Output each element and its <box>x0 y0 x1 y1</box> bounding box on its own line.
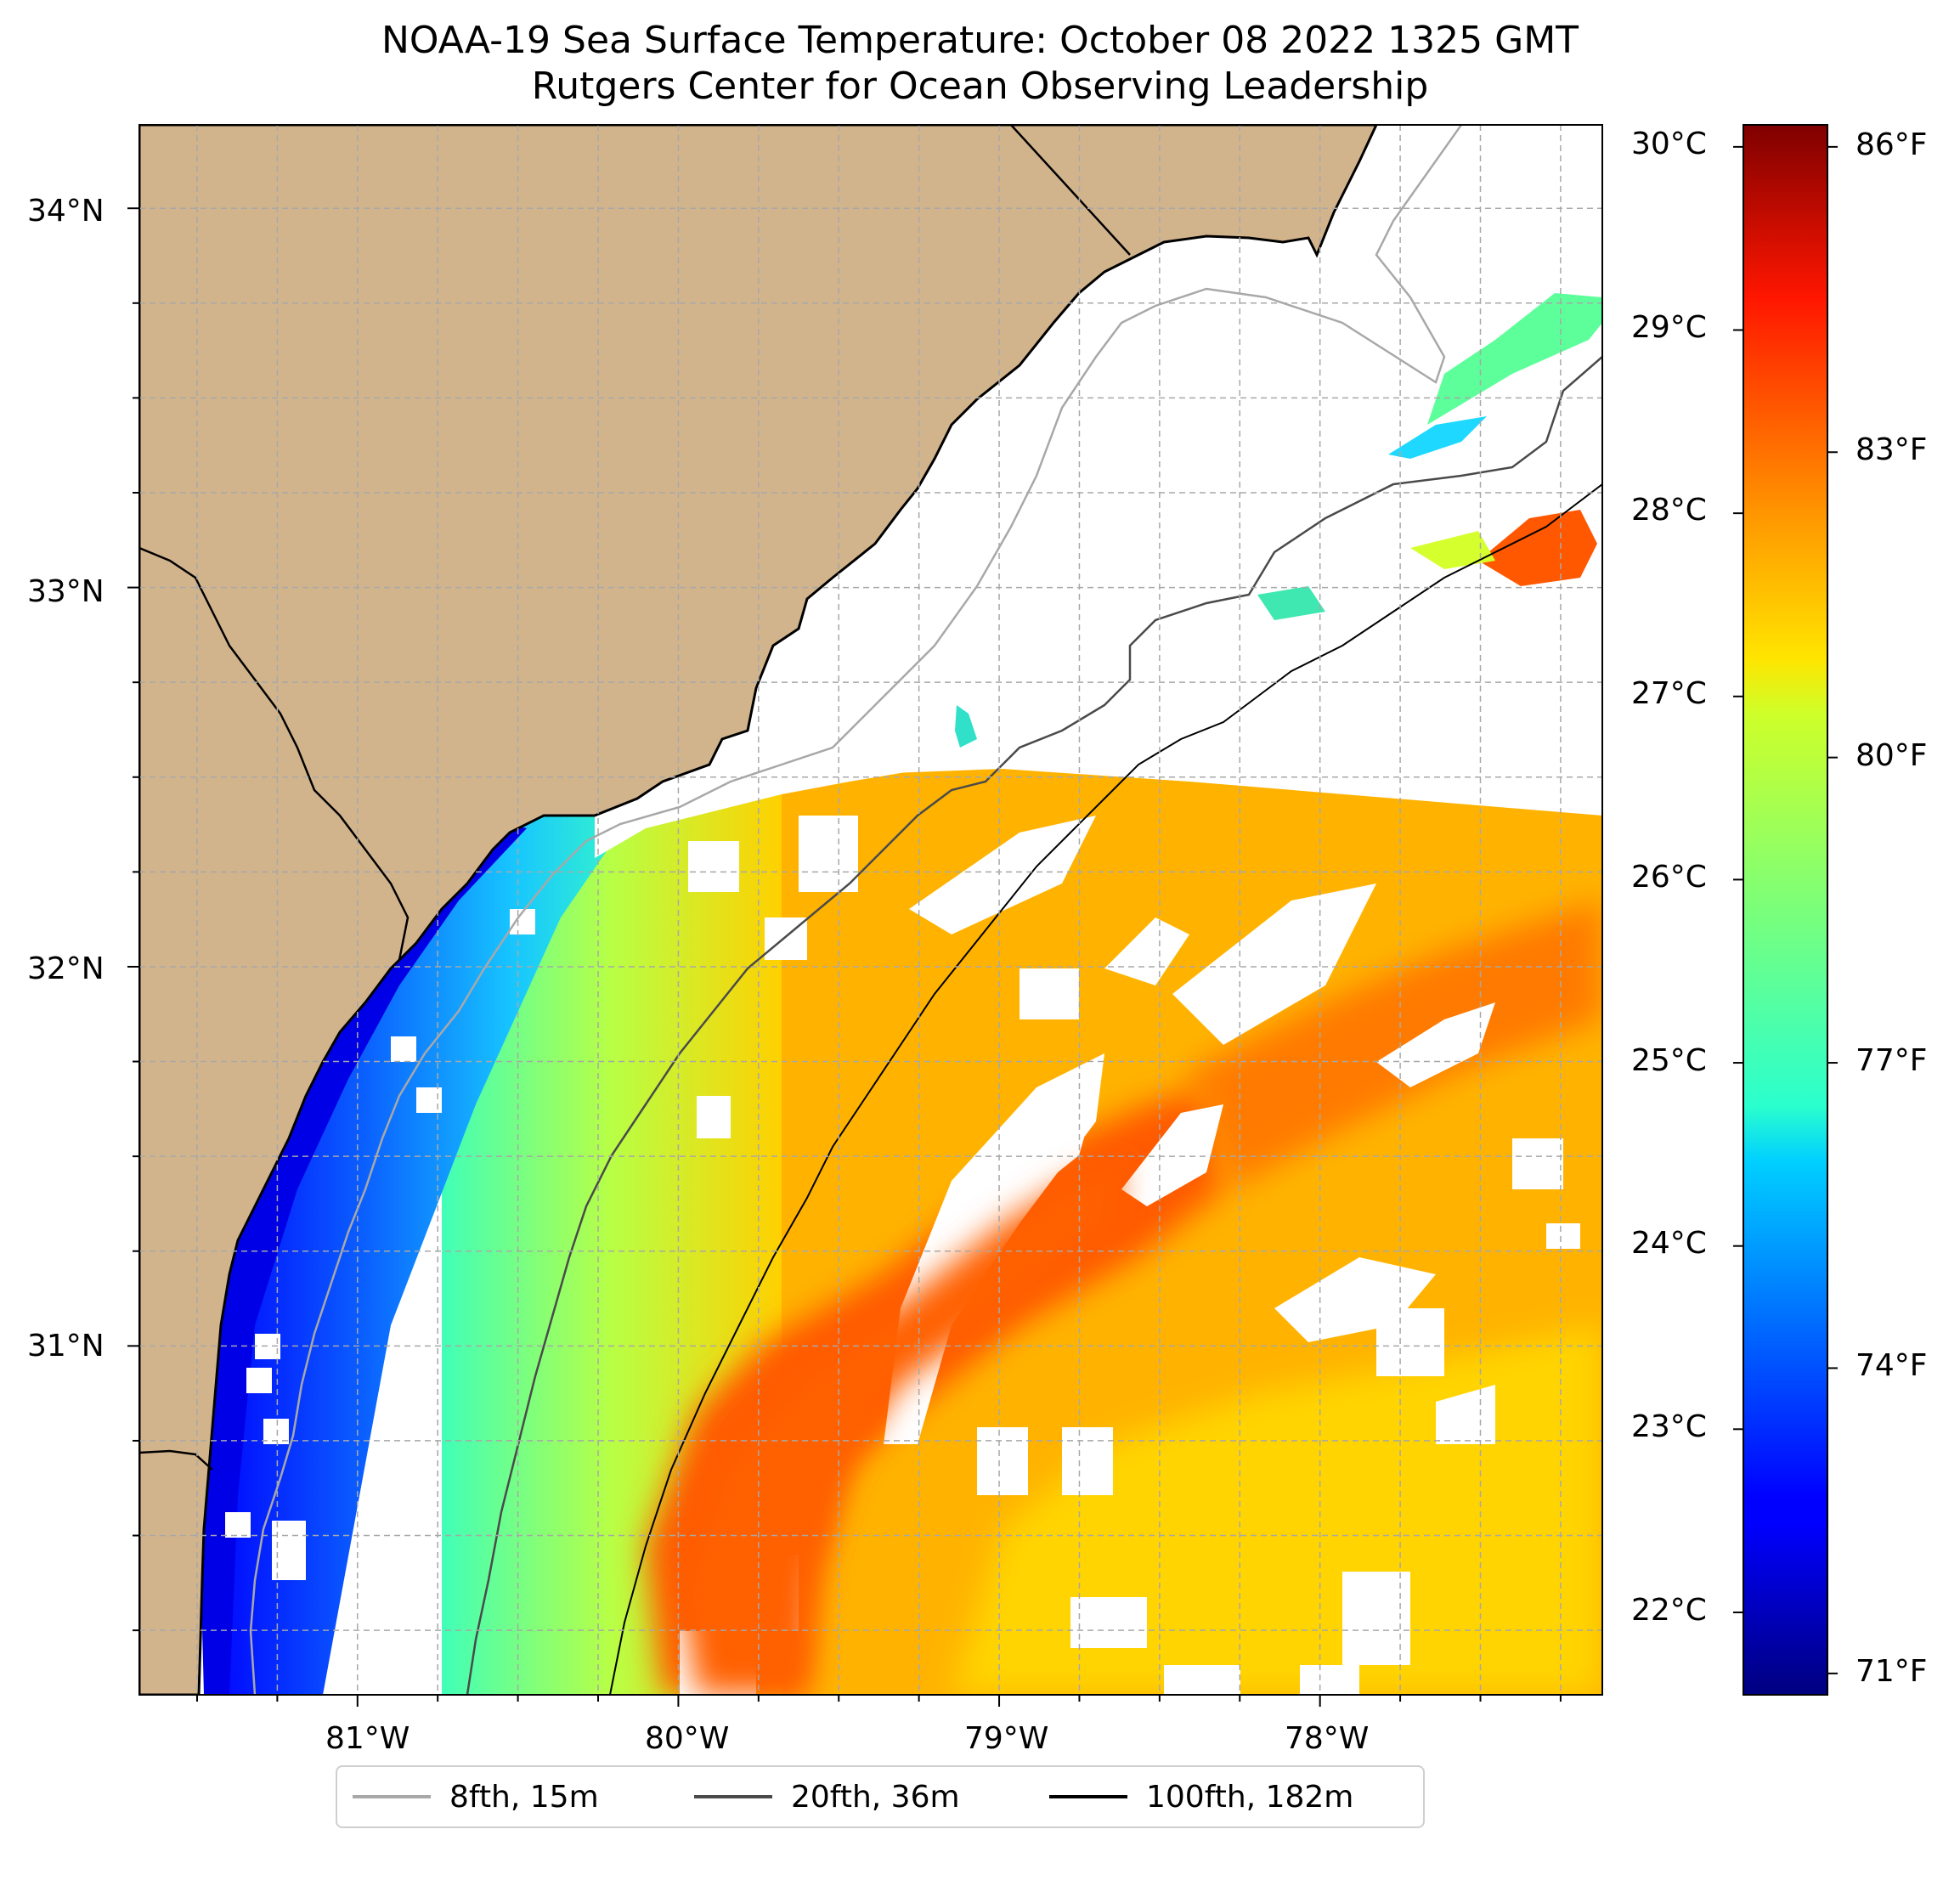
colorbar-fahrenheit-label: 77°F <box>1856 1043 1928 1078</box>
state-border <box>139 125 1131 1471</box>
colorbar-celsius-label: 23°C <box>1631 1409 1707 1444</box>
sst-mid-cyan-spot <box>955 705 977 748</box>
legend-entry-20fth: 20fth, 36m <box>694 1767 960 1826</box>
chart-title: NOAA-19 Sea Surface Temperature: October… <box>381 19 1579 62</box>
axis-ticks <box>127 207 1562 1707</box>
land <box>139 125 1378 1695</box>
legend-line-100fth <box>1049 1795 1127 1798</box>
lat-tick-label: 34°N <box>27 194 104 229</box>
sst-ne-warm-patch <box>1478 510 1597 586</box>
map-frame <box>138 124 1603 1696</box>
sst-gulfstream-ribbon <box>680 1164 1121 1695</box>
sst-north-green-patch <box>1427 293 1602 425</box>
sst-ne-yellow-band <box>1410 531 1495 569</box>
sst-north-teal-patch <box>1388 416 1487 459</box>
contour-20fth <box>466 356 1602 1695</box>
legend-label: 8fth, 15m <box>449 1779 599 1815</box>
sst-nearshore-cool <box>204 794 646 1695</box>
legend-entry-8fth: 8fth, 15m <box>353 1767 599 1826</box>
colorbar-fahrenheit-label: 86°F <box>1856 127 1928 162</box>
lon-tick-label: 80°W <box>645 1721 730 1756</box>
legend-line-8fth <box>353 1795 431 1798</box>
colorbar-celsius-label: 28°C <box>1631 493 1707 528</box>
chart-subtitle: Rutgers Center for Ocean Observing Leade… <box>531 65 1429 108</box>
colorbar-fahrenheit-label: 83°F <box>1856 432 1928 467</box>
colorbar-celsius-label: 22°C <box>1631 1593 1707 1628</box>
lat-tick-label: 31°N <box>27 1329 104 1363</box>
colorbar-celsius-label: 26°C <box>1631 860 1707 895</box>
lon-tick-label: 81°W <box>325 1721 410 1756</box>
legend-label: 100fth, 182m <box>1146 1779 1354 1815</box>
colorbar-fahrenheit-label: 74°F <box>1856 1348 1928 1383</box>
colorbar-fahrenheit-label: 71°F <box>1856 1654 1928 1689</box>
contour-legend: 8fth, 15m 20fth, 36m 100fth, 182m <box>336 1765 1425 1828</box>
colorbar-celsius-label: 30°C <box>1631 127 1707 161</box>
lat-tick-label: 32°N <box>27 951 104 986</box>
legend-entry-100fth: 100fth, 182m <box>1049 1767 1353 1826</box>
colorbar-fahrenheit-label: 80°F <box>1856 738 1928 773</box>
lat-tick-label: 33°N <box>27 574 104 609</box>
colorbar-celsius-label: 27°C <box>1631 676 1707 711</box>
colorbar-celsius-label: 25°C <box>1631 1043 1707 1078</box>
lon-tick-label: 79°W <box>964 1721 1049 1756</box>
lon-tick-label: 78°W <box>1285 1721 1370 1756</box>
legend-label: 20fth, 36m <box>791 1779 960 1815</box>
contour-8fth <box>249 125 1463 1695</box>
contour-100fth <box>609 483 1602 1695</box>
sst-mid-green-spot <box>1257 586 1325 620</box>
sst-gulfstream-east <box>1189 900 1602 1189</box>
colorbar-ticks <box>1733 145 1838 1674</box>
colorbar-celsius-label: 24°C <box>1631 1226 1707 1261</box>
colorbar-celsius-label: 29°C <box>1631 310 1707 345</box>
gridlines <box>139 125 1602 1695</box>
legend-line-20fth <box>694 1795 772 1798</box>
colorbar <box>1743 124 1828 1696</box>
